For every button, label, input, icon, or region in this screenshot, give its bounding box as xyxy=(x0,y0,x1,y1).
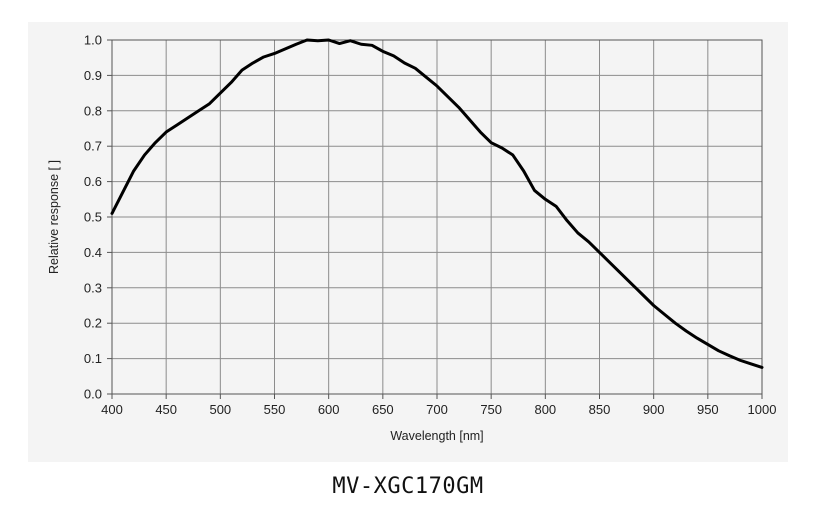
y-tick-label: 0.6 xyxy=(84,174,102,189)
y-tick-label: 0.0 xyxy=(84,387,102,402)
y-tick-label: 0.9 xyxy=(84,68,102,83)
y-tick-label: 0.3 xyxy=(84,280,102,295)
x-tick-label: 750 xyxy=(480,402,502,417)
plot-frame xyxy=(111,39,763,395)
spectral-response-chart: 400 450 500 550 600 650 700 750 800 850 900 950 1000… xyxy=(47,33,777,444)
x-tick-label: 500 xyxy=(209,402,231,417)
x-tick-label: 950 xyxy=(697,402,719,417)
y-tick-label: 0.1 xyxy=(84,351,102,366)
x-tick-label: 450 xyxy=(155,402,177,417)
y-tick-label: 0.8 xyxy=(84,103,102,118)
x-tick-label: 850 xyxy=(589,402,611,417)
x-tick-label: 600 xyxy=(318,402,340,417)
y-tick-label: 1.0 xyxy=(84,33,102,48)
chart-caption: MV-XGC170GM xyxy=(332,474,484,499)
x-axis-label: Wavelength [nm] xyxy=(390,429,483,443)
x-tick-label: 650 xyxy=(372,402,394,417)
y-tick-label: 0.2 xyxy=(84,316,102,331)
x-tick-label: 700 xyxy=(426,402,448,417)
x-tick-label: 900 xyxy=(643,402,665,417)
x-tick-label: 550 xyxy=(264,402,286,417)
plot-panel: 400 450 500 550 600 650 700 750 800 850 900 950 1000… xyxy=(28,22,788,462)
y-tick-label: 0.7 xyxy=(84,139,102,154)
x-tick-label: 400 xyxy=(101,402,123,417)
x-tick-label: 1000 xyxy=(748,402,777,417)
y-tick-label: 0.5 xyxy=(84,210,102,225)
y-tick-label: 0.4 xyxy=(84,245,102,260)
x-tick-label: 800 xyxy=(534,402,556,417)
y-axis-label: Relative response [ ] xyxy=(47,160,61,274)
response-curve-line xyxy=(110,38,764,369)
